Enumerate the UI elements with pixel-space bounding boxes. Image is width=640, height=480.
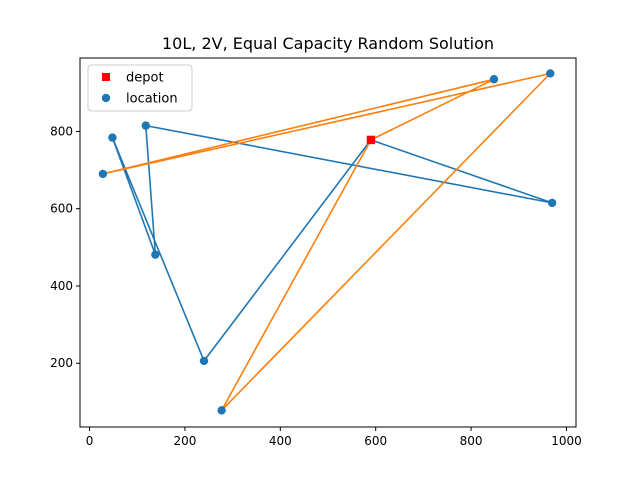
points — [98, 69, 557, 415]
location-point-4 — [151, 250, 160, 259]
x-tick-label-600: 600 — [364, 434, 387, 448]
location-point-8 — [546, 69, 555, 78]
x-tick-label-400: 400 — [269, 434, 292, 448]
location-point-3 — [141, 121, 151, 130]
legend-depot-marker — [102, 73, 110, 81]
plot-frame — [79, 57, 577, 428]
location-point-5 — [199, 356, 209, 366]
location-point-2 — [108, 133, 117, 142]
depot-marker — [366, 135, 376, 145]
legend-location-label: location — [126, 92, 178, 107]
chart-title: 10L, 2V, Equal Capacity Random Solution — [162, 34, 494, 53]
route-line-2 — [102, 72, 552, 412]
legend-depot-label: depot — [126, 71, 164, 86]
location-point-1 — [98, 169, 108, 179]
x-tick-label-800: 800 — [460, 434, 483, 448]
y-tick-label-400: 400 — [50, 279, 73, 293]
axes: 0 200 400 600 800 1000 200 400 600 800 — [50, 57, 582, 448]
y-tick-label-200: 200 — [50, 356, 73, 370]
location-point-7 — [489, 75, 499, 84]
legend: depot location — [87, 64, 193, 112]
location-point-9 — [547, 198, 557, 208]
x-tick-label-200: 200 — [173, 434, 196, 448]
y-tick-label-600: 600 — [50, 202, 73, 216]
x-tick-label-0: 0 — [86, 434, 94, 448]
x-tick-label-1000: 1000 — [551, 434, 582, 448]
y-tick-label-800: 800 — [50, 124, 73, 138]
legend-box — [87, 64, 193, 112]
legend-location-marker — [101, 93, 111, 103]
location-point-6 — [217, 406, 226, 415]
